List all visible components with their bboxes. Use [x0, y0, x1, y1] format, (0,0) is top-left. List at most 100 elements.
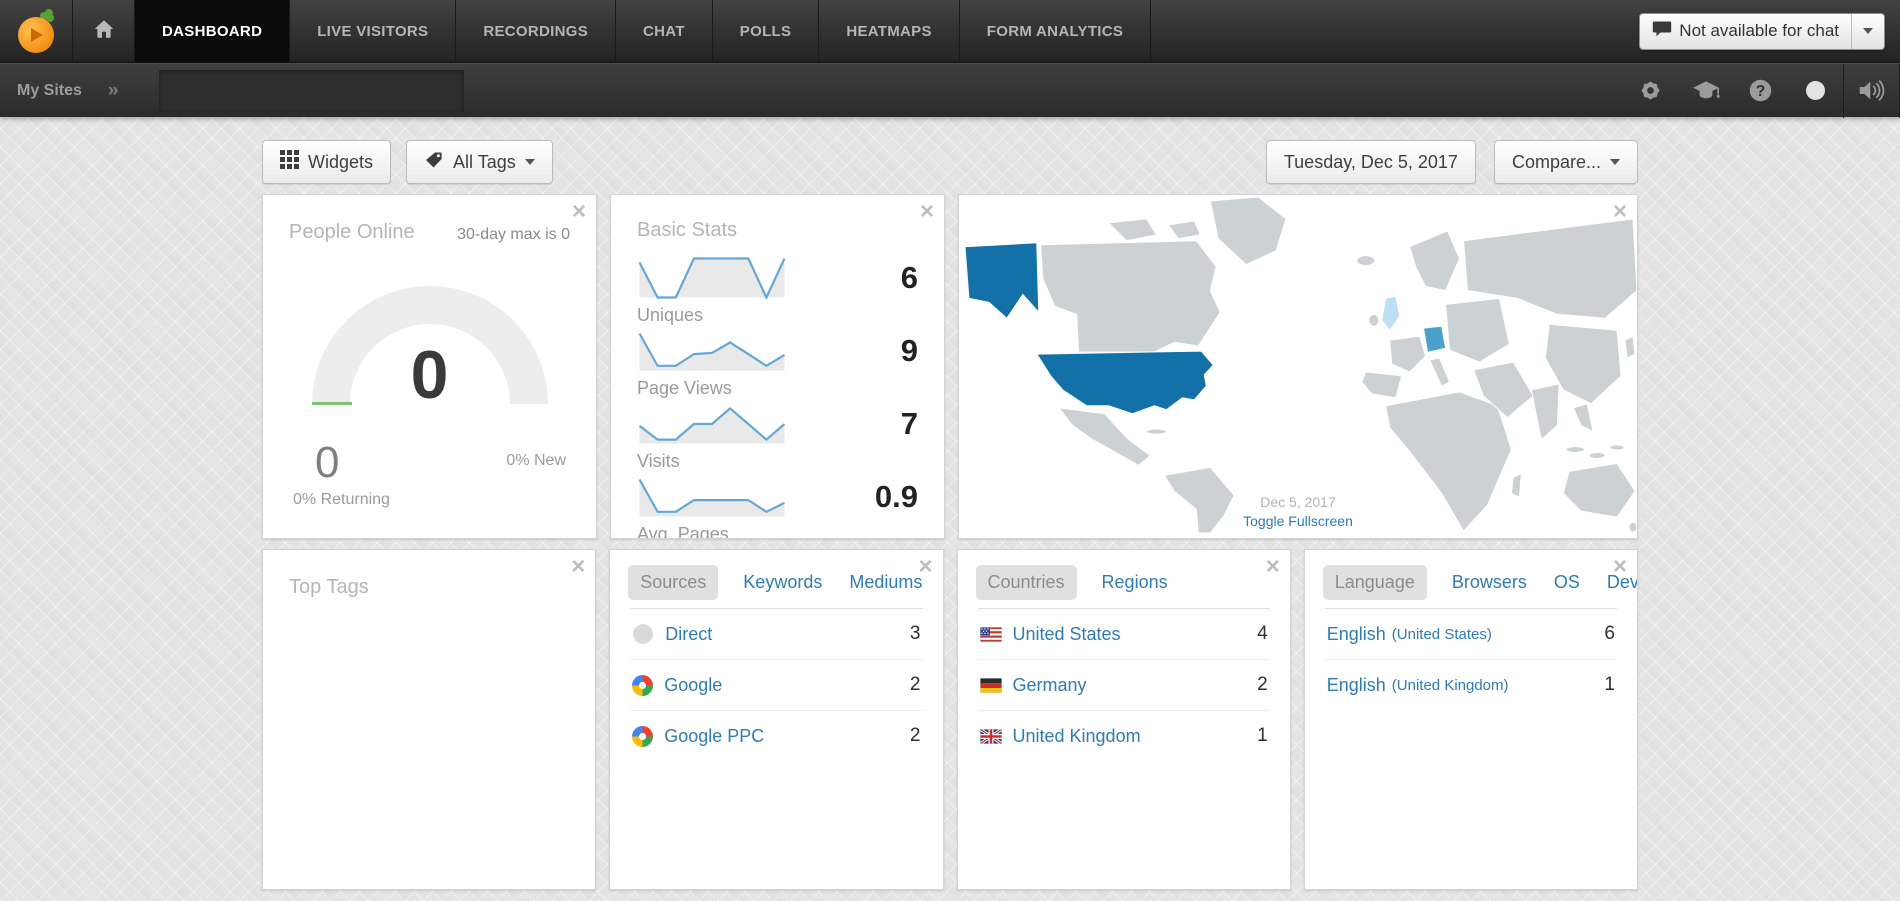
sound-icon[interactable] — [1844, 64, 1899, 118]
sparkline-chart — [638, 257, 786, 301]
direct-icon — [632, 623, 654, 645]
world-map[interactable] — [959, 195, 1637, 538]
row-value: 3 — [909, 623, 921, 644]
row-value: 2 — [1257, 674, 1268, 695]
row-label[interactable]: United States — [1012, 623, 1121, 644]
google-icon — [632, 674, 654, 696]
row-label[interactable]: Google — [664, 674, 723, 695]
tab-mediums[interactable]: Mediums — [849, 572, 923, 592]
widget-title: Top Tags — [289, 576, 369, 598]
compare-button[interactable]: Compare... — [1493, 140, 1638, 184]
widgets-button-label: Widgets — [308, 151, 374, 172]
row-label[interactable]: English — [1326, 623, 1386, 644]
chat-status-label: Not available for chat — [1679, 21, 1839, 40]
table-row[interactable]: Direct 3 — [630, 609, 923, 660]
row-label[interactable]: United Kingdom — [1012, 725, 1141, 746]
people-online-gauge: 0 — [295, 258, 565, 413]
row-label[interactable]: English — [1326, 674, 1386, 695]
settings-gear-icon[interactable] — [1623, 64, 1678, 118]
row-value: 2 — [909, 725, 921, 746]
top-navigation: DASHBOARD LIVE VISITORS RECORDINGS CHAT POLL… — [0, 0, 1900, 63]
chat-status-button[interactable]: Not available for chat — [1639, 12, 1885, 50]
date-picker-button[interactable]: Tuesday, Dec 5, 2017 — [1265, 140, 1476, 184]
nav-tab-form-analytics[interactable]: FORM ANALYTICS — [960, 0, 1152, 62]
home-tab[interactable] — [73, 0, 135, 62]
nav-tab-live-visitors[interactable]: LIVE VISITORS — [290, 0, 457, 62]
map-date-label: Dec 5, 2017 — [1260, 493, 1336, 510]
status-dot-icon[interactable] — [1788, 64, 1843, 118]
dashboard-toolbar: Widgets All Tags Tuesday, Dec 5, 2017 Co… — [262, 140, 1638, 184]
close-icon[interactable]: × — [571, 198, 586, 225]
chat-status-dropdown[interactable] — [1851, 13, 1884, 49]
tab-browsers[interactable]: Browsers — [1451, 572, 1527, 592]
flag-us-icon — [979, 626, 1002, 642]
people-online-widget: × People Online 30-day max is 0 0 0 0% R… — [262, 194, 597, 539]
table-row[interactable]: Google 2 — [630, 660, 923, 711]
tab-language[interactable]: Language — [1322, 565, 1427, 600]
row-label[interactable]: Google PPC — [664, 725, 765, 746]
tab-countries[interactable]: Countries — [975, 565, 1077, 600]
toggle-fullscreen-link[interactable]: Toggle Fullscreen — [1243, 513, 1353, 530]
nav-tab-polls[interactable]: POLLS — [713, 0, 820, 62]
close-icon[interactable]: × — [1612, 198, 1627, 225]
widget-title: People Online — [289, 221, 415, 243]
all-tags-button[interactable]: All Tags — [406, 140, 553, 184]
tab-os[interactable]: OS — [1553, 572, 1580, 592]
returning-value: 0 — [315, 438, 340, 487]
help-icon[interactable]: ? — [1733, 64, 1788, 118]
table-row[interactable]: English (United Kingdom) 1 — [1325, 660, 1617, 710]
close-icon[interactable]: × — [918, 553, 933, 580]
close-icon[interactable]: × — [571, 553, 586, 580]
table-row[interactable]: United States 4 — [977, 609, 1270, 660]
table-row[interactable]: English (United States) 6 — [1324, 609, 1617, 660]
all-tags-label: All Tags — [453, 151, 516, 172]
new-visitors-label: 0% New — [506, 452, 566, 469]
tab-sources[interactable]: Sources — [628, 565, 719, 600]
widgets-button[interactable]: Widgets — [262, 140, 392, 184]
academy-cap-icon[interactable] — [1678, 64, 1733, 118]
close-icon[interactable]: × — [1612, 553, 1627, 580]
stat-label: Page Views — [637, 378, 732, 398]
breadcrumb-separator: » — [107, 79, 119, 101]
brand-logo[interactable] — [0, 0, 73, 62]
stat-value: 0.9 — [874, 479, 918, 514]
stat-value: 7 — [900, 406, 918, 441]
close-icon[interactable]: × — [1265, 553, 1280, 580]
nav-tab-heatmaps[interactable]: HEATMAPS — [819, 0, 960, 62]
home-icon — [93, 18, 115, 44]
google-icon — [632, 725, 654, 747]
nav-tab-dashboard[interactable]: DASHBOARD — [135, 0, 291, 62]
stat-label: Visits — [637, 451, 680, 471]
stat-label: Avg. Pages — [637, 524, 729, 539]
date-label: Tuesday, Dec 5, 2017 — [1283, 151, 1458, 172]
sources-widget: × Sources Keywords Mediums Direct 3 Google 2 G… — [609, 549, 944, 890]
nav-tab-recordings[interactable]: RECORDINGS — [456, 0, 617, 62]
chevron-down-icon — [524, 159, 535, 165]
table-row[interactable]: United Kingdom 1 — [978, 711, 1270, 761]
site-selector[interactable] — [158, 69, 464, 112]
widget-title: Basic Stats — [637, 219, 738, 241]
basic-stats-widget: × Basic Stats Uniques 6 Page Views 9 Visits 7… — [610, 194, 945, 539]
close-icon[interactable]: × — [919, 198, 934, 225]
row-value: 1 — [1604, 674, 1615, 695]
breadcrumb[interactable]: My Sites — [17, 81, 82, 99]
tab-devices[interactable]: Devices — [1606, 572, 1638, 592]
row-label[interactable]: Germany — [1012, 674, 1087, 695]
gauge-zero-marker — [311, 402, 352, 405]
svg-text:?: ? — [1756, 83, 1766, 100]
row-value: 4 — [1257, 623, 1268, 644]
tab-regions[interactable]: Regions — [1101, 572, 1168, 592]
tab-keywords[interactable]: Keywords — [743, 572, 823, 592]
nav-tab-chat[interactable]: CHAT — [616, 0, 713, 62]
row-label[interactable]: Direct — [665, 623, 713, 644]
chevron-down-icon — [1610, 159, 1620, 165]
subnav-icons: ? — [1623, 63, 1900, 118]
table-row[interactable]: Google PPC 2 — [630, 711, 922, 761]
chevron-down-icon — [1863, 28, 1873, 34]
flag-de-icon — [979, 677, 1002, 693]
row-value: 2 — [909, 674, 921, 695]
flag-gb-icon — [979, 728, 1002, 744]
grid-icon — [280, 150, 299, 174]
dashboard-content: Widgets All Tags Tuesday, Dec 5, 2017 Co… — [262, 140, 1638, 890]
table-row[interactable]: Germany 2 — [977, 660, 1270, 711]
